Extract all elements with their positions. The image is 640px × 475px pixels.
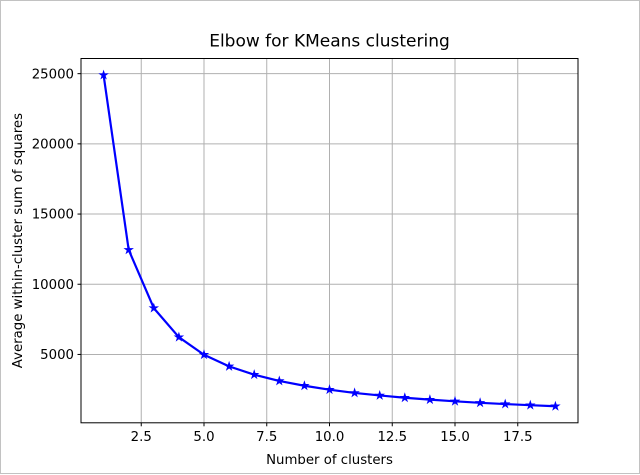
y-tick-label: 25000	[32, 67, 74, 82]
data-point-marker	[173, 331, 185, 342]
data-point-marker	[424, 394, 436, 405]
data-series	[98, 69, 561, 411]
data-point-marker	[223, 360, 235, 371]
y-tick-label: 10000	[32, 278, 74, 293]
data-point-marker	[274, 375, 285, 386]
axis-ticks: 2.5 5.0 7.5 10.0 12.5 15.0 17.5 5000 10000 15000 2…	[32, 67, 533, 445]
y-axis-label: Average within-cluster sum of squares	[11, 113, 26, 368]
data-point-marker	[123, 244, 134, 255]
y-tick-label: 5000	[40, 348, 74, 363]
y-tick-label: 15000	[32, 208, 74, 223]
data-point-marker	[198, 349, 210, 360]
x-tick-label: 17.5	[503, 430, 533, 445]
data-point-marker	[449, 395, 461, 406]
data-point-marker	[399, 392, 411, 403]
grid-lines	[81, 58, 578, 423]
x-tick-label: 15.0	[440, 430, 470, 445]
data-point-marker	[299, 380, 310, 391]
x-axis-label: Number of clusters	[266, 453, 393, 468]
data-point-marker	[499, 398, 511, 409]
data-point-marker	[98, 69, 109, 80]
x-tick-label: 2.5	[131, 430, 152, 445]
chart-title: Elbow for KMeans clustering	[209, 32, 450, 52]
x-tick-label: 5.0	[193, 430, 214, 445]
data-point-marker	[248, 369, 260, 380]
data-point-marker	[550, 400, 561, 411]
data-point-marker	[148, 302, 160, 313]
data-point-marker	[474, 397, 486, 408]
data-point-marker	[525, 399, 536, 410]
data-point-marker	[374, 389, 385, 400]
y-tick-label: 20000	[32, 137, 74, 152]
x-tick-label: 7.5	[256, 430, 277, 445]
x-tick-label: 12.5	[377, 430, 407, 445]
data-point-marker	[324, 384, 335, 395]
data-point-marker	[349, 387, 360, 398]
x-tick-label: 10.0	[315, 430, 345, 445]
